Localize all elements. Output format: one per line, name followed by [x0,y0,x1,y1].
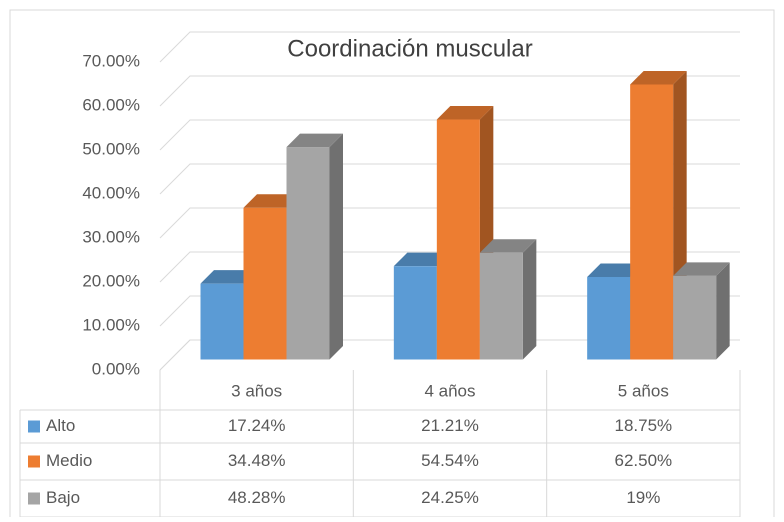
grid-line [159,119,740,151]
bar [393,266,437,360]
grid-line [159,339,740,371]
y-tick-label: 0.00% [92,359,140,378]
bar [243,207,287,360]
bar-side [522,239,537,360]
bar-side [716,262,730,360]
y-tick-label: 60.00% [82,95,140,114]
bar-side [329,133,343,360]
y-tick-label: 50.00% [82,139,140,158]
bar [587,277,631,360]
bar [630,84,674,360]
grid-line [159,31,740,63]
table-cell: 62.50% [614,451,672,470]
bar-top [587,263,644,277]
y-tick-label: 20.00% [82,271,140,290]
table-cell: 17.24% [228,416,286,435]
y-tick-label: 40.00% [82,183,140,202]
bar [200,283,244,360]
bar-top [436,106,494,120]
bar-top [673,262,730,276]
bar [479,252,523,360]
bar-top [393,252,451,267]
bar-top [200,270,257,284]
bar-top [479,239,537,253]
legend-label: Bajo [46,488,80,507]
table-cell: 24.25% [421,488,479,507]
table-cell: 34.48% [228,451,286,470]
grid-line [159,75,740,107]
y-tick-label: 70.00% [82,51,140,70]
table-cell: 18.75% [614,416,672,435]
x-tick-label: 5 años [618,381,669,400]
legend-label: Medio [46,451,92,470]
legend-label: Alto [46,416,75,435]
legend-swatch [28,455,40,468]
grid-line [159,251,740,283]
table-cell: 54.54% [421,451,479,470]
legend-swatch [28,492,40,505]
bar-top [630,71,687,85]
bar [436,119,480,360]
grid-line [159,295,740,327]
table-cell: 48.28% [228,488,286,507]
table-cell: 21.21% [421,416,479,435]
y-tick-label: 30.00% [82,227,140,246]
grid-line [159,163,740,195]
bar [673,275,717,360]
bar [286,147,330,360]
bar-top [243,194,300,208]
x-tick-label: 3 años [231,381,282,400]
table-cell: 19% [626,488,660,507]
legend-swatch [28,420,40,433]
y-tick-label: 10.00% [82,315,140,334]
chart-title: Coordinación muscular [287,35,532,62]
bar-top [286,133,343,148]
grid-line [159,207,740,239]
x-tick-label: 4 años [424,381,475,400]
